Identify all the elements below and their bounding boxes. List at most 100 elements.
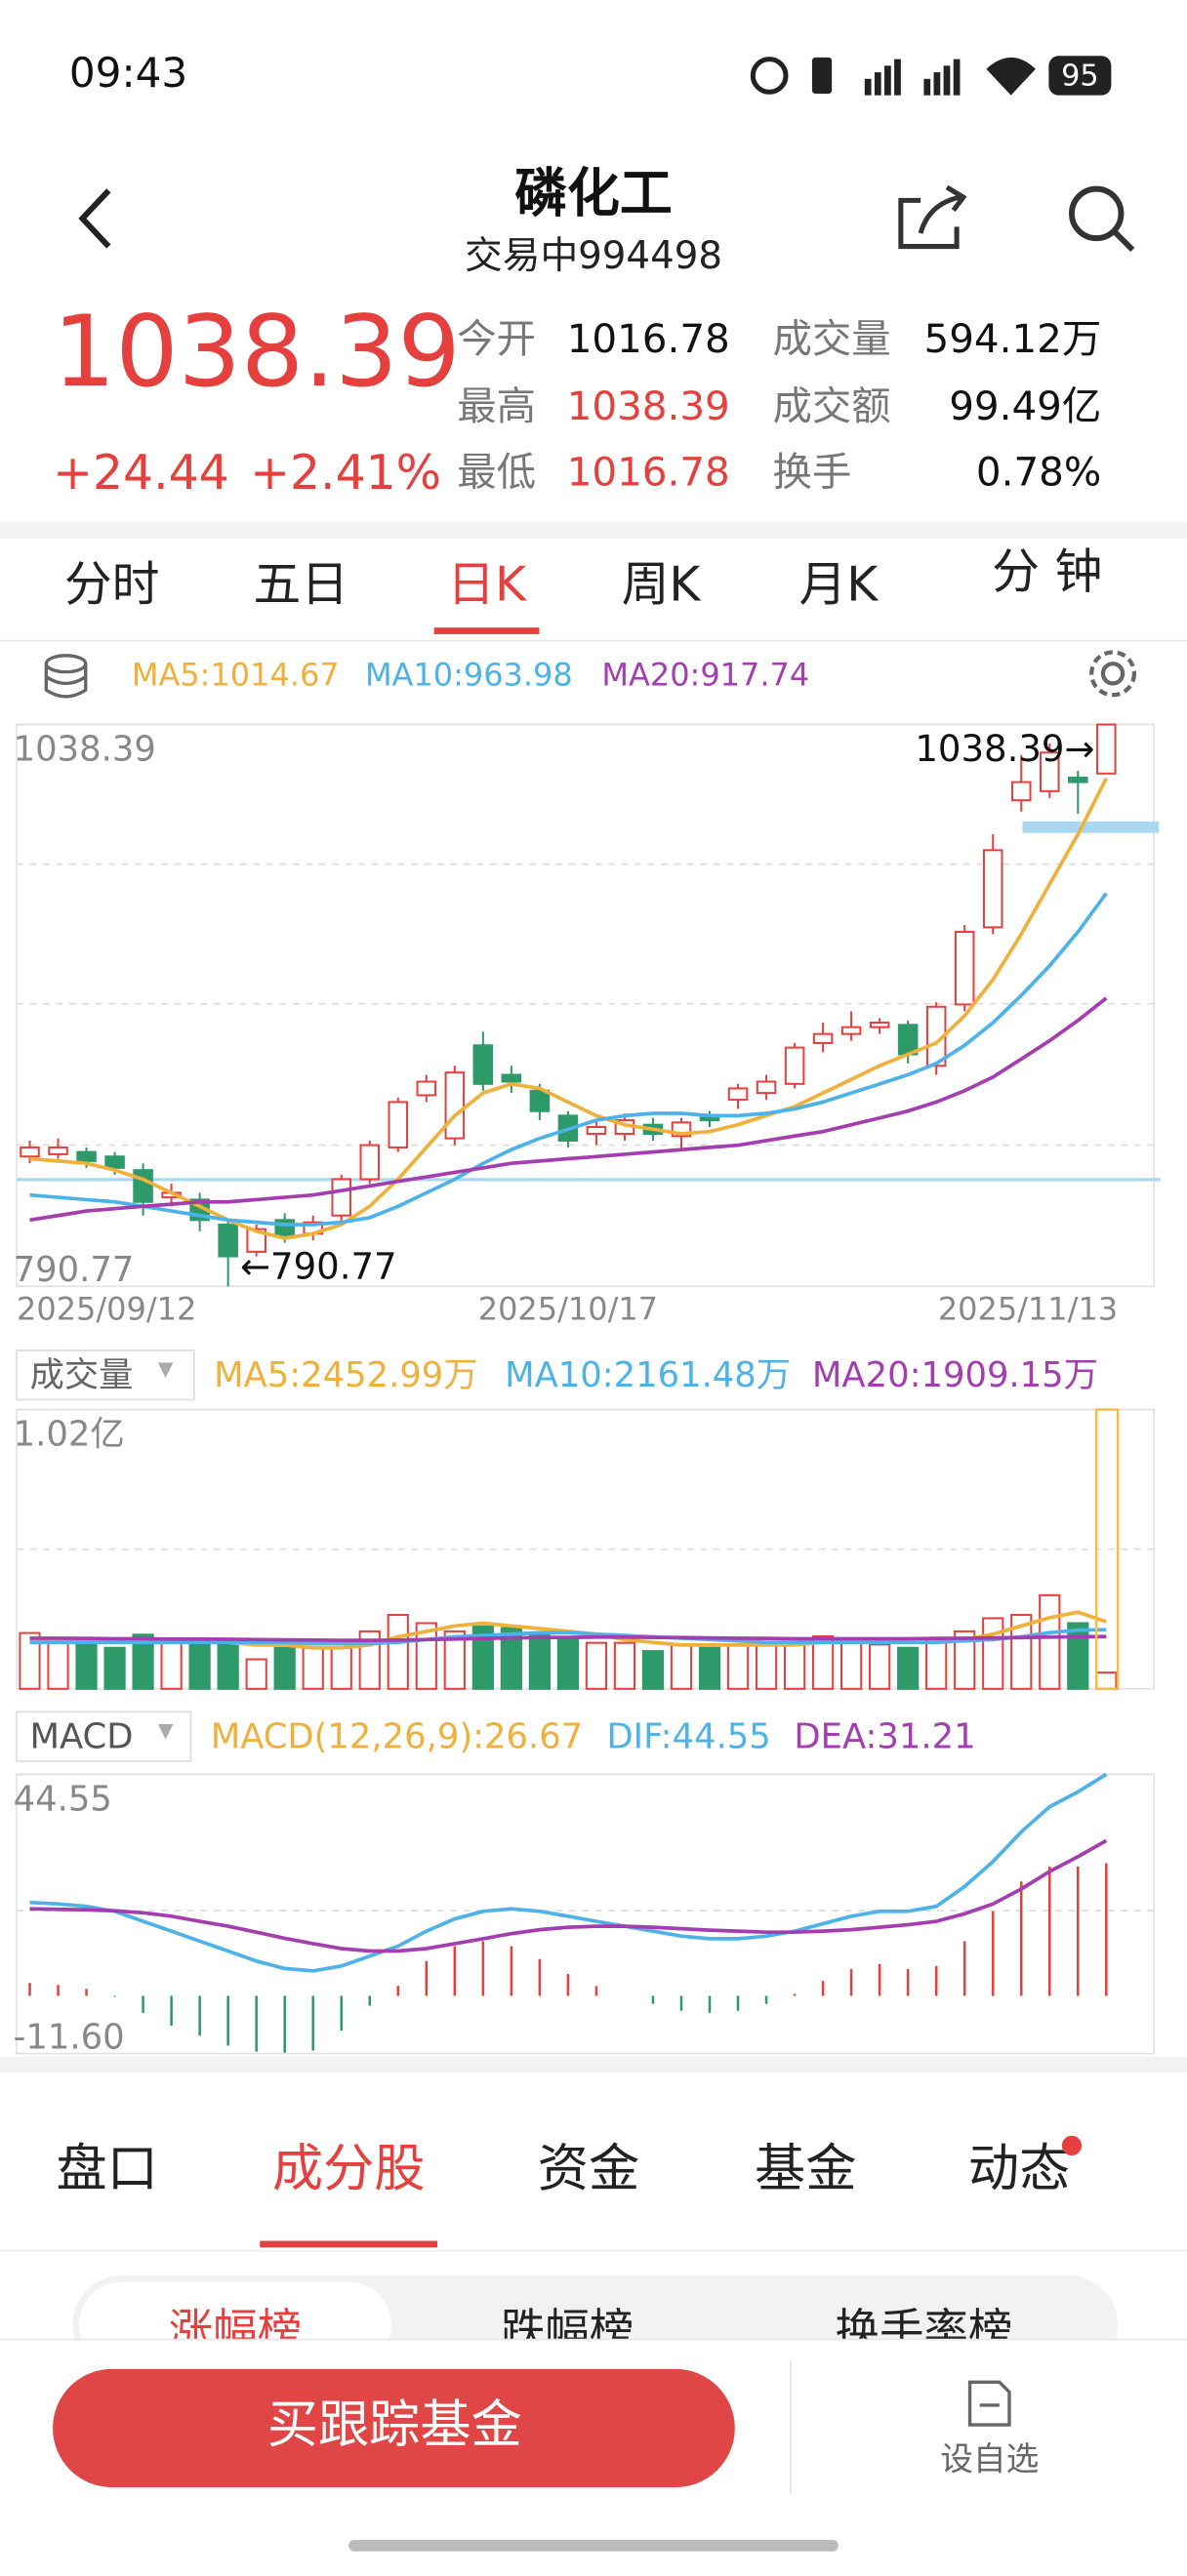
period-tab[interactable]: 日K <box>447 557 528 613</box>
indicator-line <box>29 1628 1107 1646</box>
volume-bar <box>1010 1614 1033 1690</box>
y-tick-label: 1.02亿 <box>14 1415 125 1455</box>
subtitle: 交易中994498 <box>465 234 722 278</box>
period-tab[interactable]: 月K <box>798 557 880 613</box>
indicator-line <box>29 1838 1108 1953</box>
stat-label: 今开 <box>457 315 536 362</box>
volume-bar <box>613 1641 636 1690</box>
stat-label: 成交额 <box>773 382 891 429</box>
candle-body <box>727 1087 749 1102</box>
share-button[interactable] <box>898 184 967 250</box>
y-tick-label: 1038.39 <box>14 729 156 769</box>
candle-body <box>76 1150 97 1162</box>
detail-tab[interactable]: 盘口 <box>56 2140 157 2198</box>
stat-value: 594.12万 <box>924 315 1102 362</box>
stat-value: 1038.39 <box>567 382 730 429</box>
watchlist-icon[interactable] <box>967 2380 1011 2427</box>
battery-level: 95 <box>1061 60 1099 94</box>
volume-bar <box>528 1633 551 1690</box>
volume-bar <box>726 1643 750 1690</box>
candle-body <box>756 1080 777 1095</box>
volume-bar <box>132 1633 154 1690</box>
volume-label: 成交量 <box>30 1355 134 1395</box>
candle-body <box>954 931 975 1006</box>
stat-label: 最高 <box>457 382 536 429</box>
legend-entry: DIF:44.55 <box>606 1716 770 1756</box>
y-tick-label: 44.55 <box>14 1779 112 1819</box>
volume-bar <box>245 1658 267 1690</box>
tab-underline <box>433 627 540 634</box>
period-tab[interactable]: 周K <box>622 557 703 613</box>
indicator-line <box>29 1772 1108 1973</box>
volume-bar <box>471 1625 494 1690</box>
macd-selector[interactable] <box>16 1711 192 1762</box>
candle-body <box>218 1223 238 1258</box>
title: 磷化工 <box>514 163 673 224</box>
indicator-line <box>29 1634 1107 1642</box>
indicator-icon[interactable] <box>44 654 88 699</box>
volume-bar <box>75 1641 98 1690</box>
extreme-label: 1038.39→ <box>915 728 1094 770</box>
home-indicator <box>348 2539 839 2552</box>
detail-tab[interactable]: 基金 <box>755 2140 856 2198</box>
detail-tab[interactable]: 成分股 <box>272 2140 426 2198</box>
watchlist-label[interactable]: 设自选 <box>940 2440 1039 2478</box>
candle-body <box>48 1146 68 1155</box>
detail-tab[interactable]: 资金 <box>538 2140 639 2198</box>
volume-bar <box>982 1617 1004 1690</box>
detail-tab[interactable]: 动态 <box>968 2140 1070 2198</box>
candle-body <box>20 1146 40 1158</box>
volume-bar <box>273 1646 296 1690</box>
legend-entry: MA20:917.74 <box>601 657 809 694</box>
volume-bar <box>897 1646 920 1690</box>
candle-body <box>359 1144 381 1181</box>
clock: 09:43 <box>69 49 187 97</box>
volume-bar <box>670 1643 693 1690</box>
y-tick-label: 790.77 <box>14 1250 135 1290</box>
volume-bar <box>925 1638 948 1690</box>
volume-selector[interactable] <box>16 1349 195 1401</box>
status-icons <box>750 57 1036 96</box>
volume-bar <box>188 1641 211 1690</box>
separator <box>0 522 1187 540</box>
volume-bar <box>302 1646 324 1690</box>
back-button[interactable] <box>78 188 111 249</box>
volume-bar <box>217 1641 239 1690</box>
x-tick-label: 2025/10/17 <box>478 1291 658 1328</box>
dropdown-arrow: ▼ <box>158 1357 174 1381</box>
candle-body <box>331 1178 352 1217</box>
volume-bar <box>19 1631 41 1690</box>
legend-entry: MA5:2452.99万 <box>214 1355 478 1395</box>
buy-fund-label: 买跟踪基金 <box>267 2395 522 2454</box>
candle-body <box>388 1101 409 1148</box>
candle-body <box>1039 751 1060 792</box>
volume-bar <box>47 1638 69 1690</box>
buy-fund-button[interactable] <box>53 2368 735 2488</box>
indicator-line <box>29 777 1108 1240</box>
dropdown-arrow: ▼ <box>158 1718 174 1742</box>
x-tick-label: 2025/09/12 <box>17 1291 196 1328</box>
legend-entry: DEA:31.21 <box>794 1716 975 1756</box>
macd-label: MACD <box>30 1716 134 1756</box>
stat-label: 最低 <box>457 449 536 496</box>
volume-bar <box>387 1614 409 1690</box>
candle-body <box>586 1125 607 1135</box>
settings-button[interactable] <box>1089 650 1137 698</box>
volume-bar <box>1067 1622 1089 1690</box>
separator <box>0 2056 1187 2073</box>
stat-value: 0.78% <box>976 449 1101 496</box>
price: 1038.39 <box>53 294 461 409</box>
period-tab[interactable]: 五日 <box>253 557 348 613</box>
period-tab[interactable]: 分时 <box>64 557 160 613</box>
volume-bar <box>103 1646 126 1690</box>
volume-bar <box>755 1643 778 1690</box>
candle-body <box>416 1080 437 1097</box>
candle-body <box>444 1071 466 1140</box>
y-tick-label: -11.60 <box>14 2017 125 2057</box>
candle-body <box>840 1026 862 1035</box>
search-button[interactable] <box>1069 185 1135 253</box>
period-tab[interactable]: 分 钟 <box>992 543 1102 599</box>
indicator-line <box>29 892 1108 1227</box>
